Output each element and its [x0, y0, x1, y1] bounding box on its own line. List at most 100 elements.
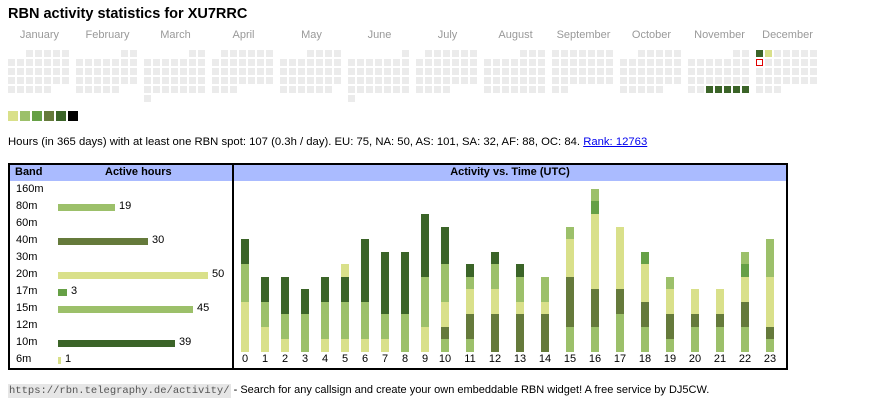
day-cell[interactable] — [484, 68, 491, 75]
day-cell[interactable] — [792, 77, 799, 84]
day-cell[interactable] — [85, 59, 92, 66]
day-cell[interactable] — [783, 68, 790, 75]
day-cell[interactable] — [221, 68, 228, 75]
day-cell[interactable] — [384, 86, 391, 93]
day-cell[interactable] — [298, 68, 305, 75]
day-cell[interactable] — [94, 86, 101, 93]
day-cell[interactable] — [248, 50, 255, 57]
day-cell[interactable] — [384, 77, 391, 84]
day-cell[interactable] — [452, 68, 459, 75]
day-cell[interactable] — [171, 59, 178, 66]
day-cell[interactable] — [511, 86, 518, 93]
day-cell[interactable] — [511, 77, 518, 84]
day-cell[interactable] — [230, 86, 237, 93]
day-cell[interactable] — [348, 95, 355, 102]
day-cell[interactable] — [189, 86, 196, 93]
day-cell[interactable] — [357, 86, 364, 93]
day-cell[interactable] — [520, 68, 527, 75]
day-cell[interactable] — [316, 59, 323, 66]
day-cell[interactable] — [171, 77, 178, 84]
day-cell[interactable] — [742, 68, 749, 75]
day-cell[interactable] — [162, 77, 169, 84]
day-cell[interactable] — [538, 50, 545, 57]
day-cell[interactable] — [366, 77, 373, 84]
day-cell[interactable] — [588, 50, 595, 57]
day-cell[interactable] — [697, 59, 704, 66]
day-cell[interactable] — [756, 68, 763, 75]
day-cell[interactable] — [62, 77, 69, 84]
day-cell[interactable] — [588, 77, 595, 84]
day-cell[interactable] — [756, 77, 763, 84]
day-cell[interactable] — [348, 86, 355, 93]
day-cell[interactable] — [552, 68, 559, 75]
day-cell[interactable] — [647, 77, 654, 84]
day-cell[interactable] — [76, 77, 83, 84]
day-cell[interactable] — [230, 50, 237, 57]
day-cell[interactable] — [334, 68, 341, 75]
day-cell[interactable] — [76, 68, 83, 75]
day-cell[interactable] — [307, 59, 314, 66]
day-cell[interactable] — [597, 59, 604, 66]
day-cell[interactable] — [17, 68, 24, 75]
day-cell[interactable] — [801, 77, 808, 84]
day-cell[interactable] — [792, 50, 799, 57]
day-cell[interactable] — [665, 77, 672, 84]
day-cell[interactable] — [416, 77, 423, 84]
day-cell[interactable] — [597, 68, 604, 75]
day-cell[interactable] — [266, 68, 273, 75]
day-cell[interactable] — [647, 68, 654, 75]
day-cell[interactable] — [121, 59, 128, 66]
day-cell[interactable] — [112, 77, 119, 84]
day-cell[interactable] — [638, 68, 645, 75]
day-cell[interactable] — [357, 77, 364, 84]
day-cell[interactable] — [112, 68, 119, 75]
day-cell[interactable] — [35, 50, 42, 57]
day-cell[interactable] — [171, 68, 178, 75]
day-cell[interactable] — [715, 68, 722, 75]
day-cell[interactable] — [434, 59, 441, 66]
day-cell[interactable] — [248, 59, 255, 66]
day-cell[interactable] — [221, 77, 228, 84]
day-cell[interactable] — [742, 86, 749, 93]
day-cell[interactable] — [470, 68, 477, 75]
day-cell[interactable] — [552, 59, 559, 66]
day-cell[interactable] — [606, 59, 613, 66]
day-cell[interactable] — [307, 68, 314, 75]
day-cell[interactable] — [765, 68, 772, 75]
day-cell[interactable] — [638, 86, 645, 93]
day-cell[interactable] — [461, 50, 468, 57]
day-cell[interactable] — [538, 86, 545, 93]
day-cell[interactable] — [44, 59, 51, 66]
day-cell[interactable] — [239, 77, 246, 84]
day-cell[interactable] — [198, 59, 205, 66]
day-cell[interactable] — [561, 59, 568, 66]
day-cell[interactable] — [384, 68, 391, 75]
day-cell[interactable] — [162, 59, 169, 66]
day-cell[interactable] — [94, 77, 101, 84]
day-cell[interactable] — [44, 50, 51, 57]
day-cell[interactable] — [674, 68, 681, 75]
day-cell[interactable] — [452, 77, 459, 84]
day-cell[interactable] — [198, 50, 205, 57]
day-cell[interactable] — [357, 68, 364, 75]
day-cell[interactable] — [733, 59, 740, 66]
day-cell[interactable] — [801, 59, 808, 66]
day-cell[interactable] — [189, 77, 196, 84]
day-cell[interactable] — [180, 59, 187, 66]
day-cell[interactable] — [289, 77, 296, 84]
day-cell[interactable] — [620, 86, 627, 93]
day-cell[interactable] — [316, 86, 323, 93]
day-cell[interactable] — [230, 77, 237, 84]
day-cell[interactable] — [280, 68, 287, 75]
day-cell[interactable] — [325, 77, 332, 84]
day-cell[interactable] — [62, 59, 69, 66]
day-cell[interactable] — [280, 86, 287, 93]
day-cell[interactable] — [706, 68, 713, 75]
day-cell[interactable] — [266, 50, 273, 57]
day-cell[interactable] — [774, 50, 781, 57]
day-cell[interactable] — [130, 77, 137, 84]
day-cell[interactable] — [774, 59, 781, 66]
day-cell[interactable] — [570, 59, 577, 66]
day-cell[interactable] — [647, 86, 654, 93]
day-cell[interactable] — [733, 68, 740, 75]
